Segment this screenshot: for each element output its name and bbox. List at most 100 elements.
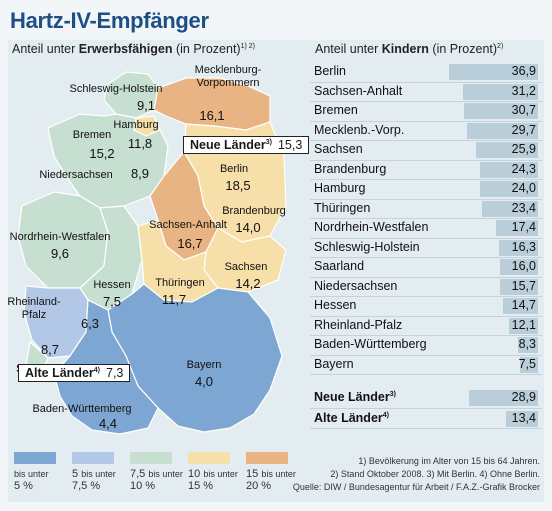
bar-track <box>442 410 538 427</box>
bar <box>499 259 538 275</box>
state-name-label: Vorpommern <box>197 77 260 89</box>
bar <box>502 298 538 314</box>
bar-value-label: 24,0 <box>511 181 536 195</box>
bar-label: Hessen <box>314 298 357 312</box>
bar-row: Hamburg 24,0 <box>310 179 542 199</box>
state-name-label: Schleswig-Holstein <box>70 83 163 95</box>
bar-track <box>442 64 538 80</box>
bar-value-label: 24,3 <box>511 161 536 176</box>
neue-laender-footnote: 3) <box>265 138 272 146</box>
state-value-label: 8,9 <box>131 166 149 181</box>
bar <box>518 337 538 353</box>
bar-value-label: 16,3 <box>511 239 536 254</box>
bar-label: Bremen <box>314 103 358 117</box>
legend-swatch <box>14 452 56 464</box>
map-legend: bis unter 5 % 5 bis unter 7,5 % 7,5 bis un… <box>14 452 304 502</box>
bar-track <box>442 298 538 314</box>
legend-item: bis unter 5 % <box>14 452 68 492</box>
bar-label: Bayern <box>314 356 354 371</box>
bar-value-label: 14,7 <box>511 298 536 312</box>
map-heading-suffix: (in Prozent) <box>172 42 241 56</box>
bar-value-label: 29,7 <box>511 122 536 137</box>
bar-value-label: 7,5 <box>518 356 536 371</box>
bar <box>475 142 538 158</box>
row-divider <box>310 428 542 429</box>
bar-track <box>442 200 538 217</box>
legend-text: 10 bis unter 15 % <box>188 468 238 492</box>
bar-value-label: 17,4 <box>511 220 536 234</box>
row-divider <box>310 276 542 278</box>
germany-map: Schleswig-Holstein 9,1 Mecklenburg-Vorpomm… <box>8 64 287 435</box>
footnote-line: 2) Stand Oktober 2008. 3) Mit Berlin. 4)… <box>330 469 540 479</box>
page-title: Hartz-IV-Empfänger <box>10 8 209 33</box>
state-name-label: Thüringen <box>155 277 205 289</box>
neue-laender-value: 15,3 <box>277 138 303 152</box>
neue-laender-box: Neue Länder3) 15,3 <box>183 136 310 154</box>
row-divider <box>310 179 542 180</box>
bar <box>464 103 538 119</box>
bar <box>449 64 538 80</box>
row-divider <box>310 296 542 297</box>
bar-row: Rheinland-Pfalz 12,1 <box>310 316 542 336</box>
summary-row: Alte Länder4) 13,4 <box>310 409 542 429</box>
row-divider <box>310 237 542 239</box>
bar-row: Nordrhein-Westfalen 17,4 <box>310 218 542 238</box>
state-value-label: 14,2 <box>235 276 260 291</box>
state-value-label: 16,7 <box>177 236 202 251</box>
bar <box>500 278 538 295</box>
bar-track <box>442 239 538 256</box>
bar-track <box>442 122 538 139</box>
state-name-label: Nordrhein-Westfalen <box>10 231 111 243</box>
row-divider <box>310 198 542 200</box>
bar-row: Sachsen 25,9 <box>310 140 542 160</box>
state-name-label: Brandenburg <box>222 205 286 217</box>
row-divider <box>310 335 542 336</box>
row-divider <box>310 257 542 258</box>
table-heading-footnote: 2) <box>497 42 504 50</box>
bar-row: Niedersachsen 15,7 <box>310 277 542 297</box>
legend-swatch <box>188 452 230 464</box>
legend-item: 7,5 bis unter 10 % <box>130 452 184 492</box>
bar-row: Bremen 30,7 <box>310 101 542 121</box>
state-region <box>47 113 169 209</box>
bar-label: Brandenburg <box>314 161 387 176</box>
bar-label: Berlin <box>314 64 346 78</box>
bar-label-footnote: 4) <box>382 411 389 419</box>
bar-row: Sachsen-Anhalt 31,2 <box>310 82 542 102</box>
bar-value-label: 36,9 <box>511 64 536 78</box>
state-name-label: Niedersachsen <box>39 169 112 181</box>
state-value-label: 4,0 <box>195 374 213 389</box>
state-name-label: Sachsen <box>225 261 268 273</box>
bar-value-label: 8,3 <box>518 337 536 351</box>
row-divider <box>310 218 542 219</box>
bar <box>496 220 538 236</box>
table-heading: Anteil unter Kindern (in Prozent)2) <box>315 42 503 56</box>
legend-item: 15 bis unter 20 % <box>246 452 300 492</box>
state-value-label: 15,2 <box>89 146 114 161</box>
row-divider <box>310 120 542 122</box>
bar-label: Niedersachsen <box>314 278 398 293</box>
map-heading-footnote: 1) 2) <box>240 42 255 50</box>
bar-label: Thüringen <box>314 200 371 215</box>
children-bar-chart: Berlin 36,9 Sachsen-Anhalt 31,2 Bremen 30,7 Me… <box>310 62 542 432</box>
row-divider <box>310 81 542 83</box>
state-name-label: Bayern <box>187 359 222 371</box>
state-name-label: Sachsen-Anhalt <box>149 219 227 231</box>
state-name-label: Baden-Württemberg <box>32 403 131 415</box>
source-line: Quelle: DIW / Bundesagentur für Arbeit /… <box>292 482 540 492</box>
state-value-label: 16,1 <box>199 108 224 123</box>
state-name-label: Hamburg <box>113 119 158 131</box>
row-divider <box>310 407 542 409</box>
summary-row: Neue Länder3) 28,9 <box>310 388 542 408</box>
row-divider <box>310 354 542 356</box>
bar-track <box>442 278 538 295</box>
bar-track <box>442 103 538 119</box>
state-value-label: 6,3 <box>81 316 99 331</box>
bar-row: Schleswig-Holstein 16,3 <box>310 238 542 258</box>
legend-item: 5 bis unter 7,5 % <box>72 452 126 492</box>
footnotes: 1) Bevölkerung im Alter von 15 bis 64 Ja… <box>290 455 540 494</box>
bar-track <box>442 83 538 100</box>
bar <box>463 83 538 100</box>
state-value-label: 11,7 <box>162 292 186 307</box>
